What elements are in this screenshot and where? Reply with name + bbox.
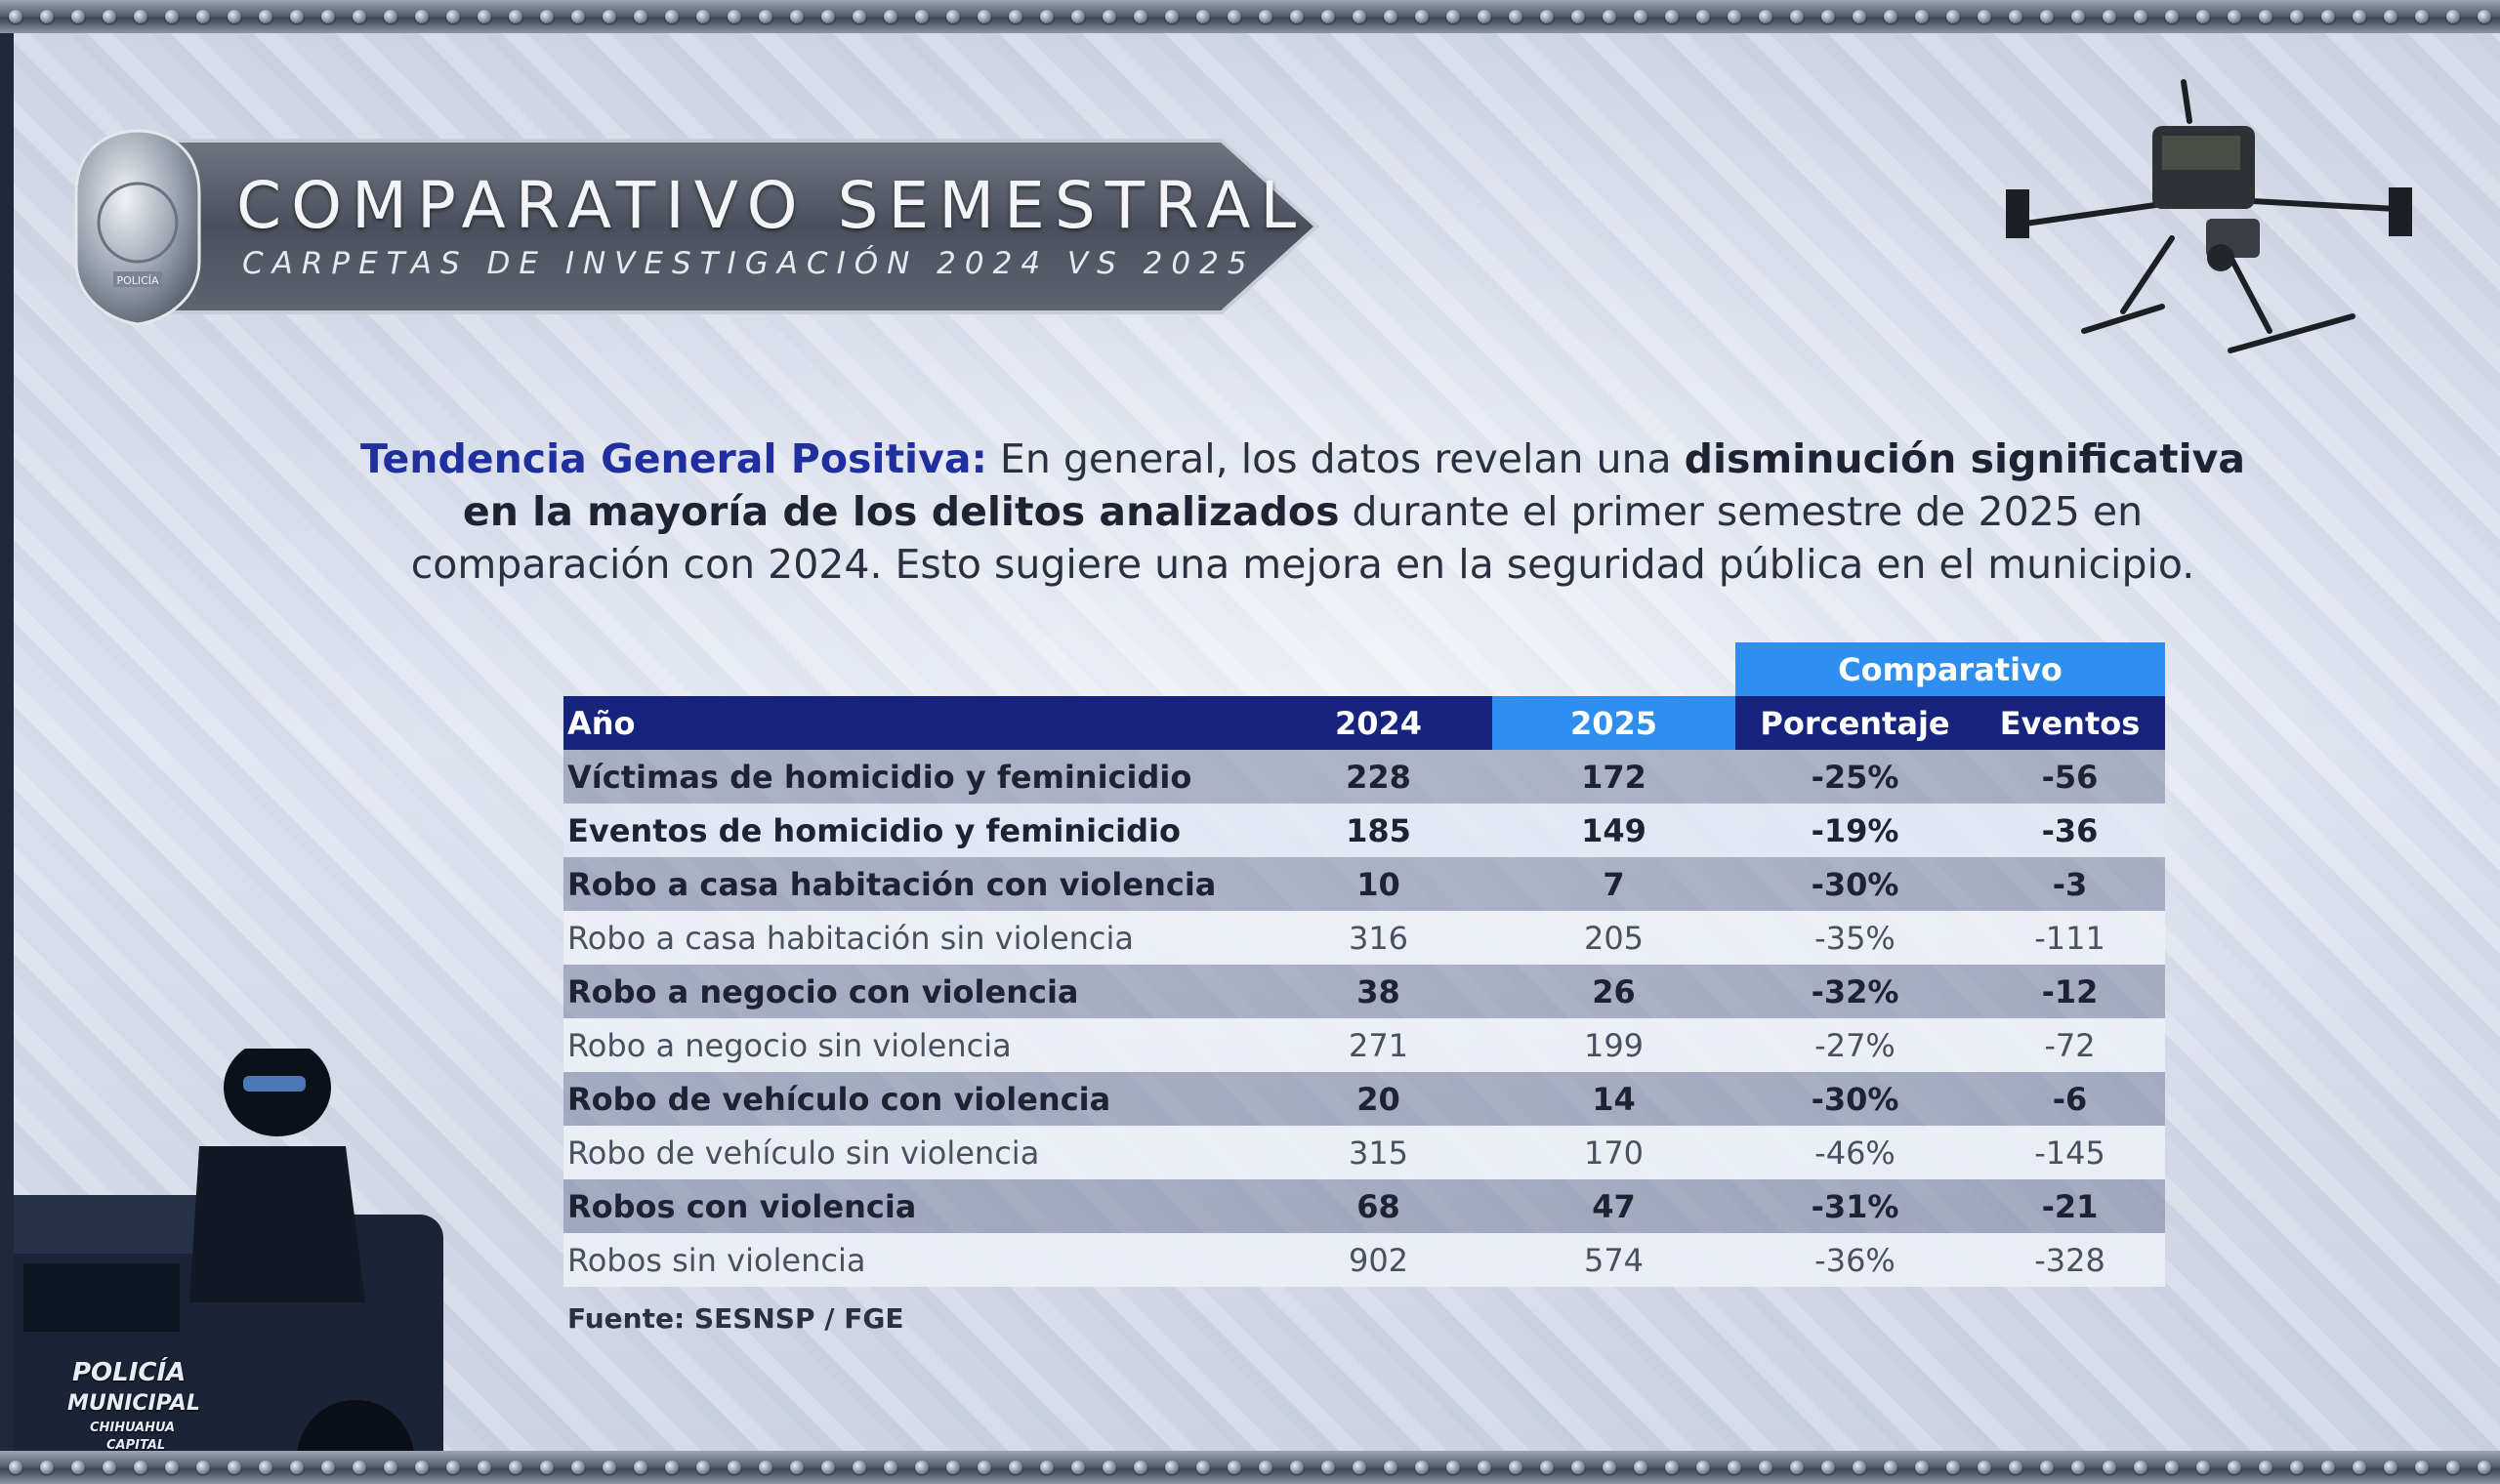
cell-events: -6 (1975, 1072, 2166, 1126)
row-label: Robo a negocio sin violencia (563, 1018, 1265, 1072)
source-note: Fuente: SESNSP / FGE (567, 1302, 904, 1335)
summary-lead: Tendencia General Positiva: (359, 435, 987, 482)
cell-2025: 199 (1492, 1018, 1735, 1072)
table-row: Eventos de homicidio y feminicidio 185 1… (563, 804, 2166, 857)
cell-percentage: -27% (1735, 1018, 1975, 1072)
cell-events: -36 (1975, 804, 2166, 857)
row-label: Robo a negocio con violencia (563, 965, 1265, 1018)
cell-events: -12 (1975, 965, 2166, 1018)
summary-paragraph: Tendencia General Positiva: En general, … (346, 433, 2260, 591)
cell-2024: 68 (1265, 1179, 1492, 1233)
row-label: Víctimas de homicidio y feminicidio (563, 750, 1265, 804)
summary-text-1: En general, los datos revelan una (986, 435, 1685, 482)
row-label: Robo a casa habitación con violencia (563, 857, 1265, 911)
column-header-year: Año (563, 696, 1265, 750)
column-header-2025: 2025 (1492, 696, 1735, 750)
cell-2024: 185 (1265, 804, 1492, 857)
cell-2025: 7 (1492, 857, 1735, 911)
drone-icon (1977, 53, 2436, 385)
table-row: Víctimas de homicidio y feminicidio 228 … (563, 750, 2166, 804)
cell-percentage: -31% (1735, 1179, 1975, 1233)
cell-events: -328 (1975, 1233, 2166, 1287)
cell-percentage: -36% (1735, 1233, 1975, 1287)
cell-2024: 228 (1265, 750, 1492, 804)
police-officer-vehicle-image: POLICÍA MUNICIPAL CHIHUAHUA CAPITAL (14, 1039, 521, 1451)
row-label: Robo a casa habitación sin violencia (563, 911, 1265, 965)
column-header-percentage: Porcentaje (1735, 696, 1975, 750)
table-row: Robo de vehículo sin violencia 315 170 -… (563, 1126, 2166, 1179)
cell-2025: 26 (1492, 965, 1735, 1018)
summary-bold: disminución significativa en la mayoría … (462, 435, 2246, 535)
column-header-row: Año 2024 2025 Porcentaje Eventos (563, 696, 2166, 750)
table-row: Robos sin violencia 902 574 -36% -328 (563, 1233, 2166, 1287)
comparison-table: Comparativo Año 2024 2025 Porcentaje Eve… (563, 642, 2166, 1287)
column-header-events: Eventos (1975, 696, 2166, 750)
table-row: Robo a casa habitación con violencia 10 … (563, 857, 2166, 911)
page-title: COMPARATIVO SEMESTRAL (236, 168, 1307, 243)
top-rivet-rail (0, 0, 2500, 33)
row-label: Robo de vehículo sin violencia (563, 1126, 1265, 1179)
cell-2024: 271 (1265, 1018, 1492, 1072)
cell-events: -72 (1975, 1018, 2166, 1072)
cell-events: -3 (1975, 857, 2166, 911)
row-label: Robos con violencia (563, 1179, 1265, 1233)
cell-events: -56 (1975, 750, 2166, 804)
cell-events: -145 (1975, 1126, 2166, 1179)
cell-events: -111 (1975, 911, 2166, 965)
cell-percentage: -35% (1735, 911, 1975, 965)
table-row: Robos con violencia 68 47 -31% -21 (563, 1179, 2166, 1233)
cell-percentage: -30% (1735, 1072, 1975, 1126)
cell-percentage: -30% (1735, 857, 1975, 911)
police-badge-icon: POLICÍA (64, 125, 211, 328)
cell-2024: 315 (1265, 1126, 1492, 1179)
bottom-rivet-rail (0, 1451, 2500, 1484)
cell-2025: 149 (1492, 804, 1735, 857)
cell-events: -21 (1975, 1179, 2166, 1233)
title-banner: POLICÍA COMPARATIVO SEMESTRAL CARPETAS D… (64, 129, 1324, 326)
row-label: Robos sin violencia (563, 1233, 1265, 1287)
row-label: Eventos de homicidio y feminicidio (563, 804, 1265, 857)
cell-2025: 47 (1492, 1179, 1735, 1233)
cell-percentage: -32% (1735, 965, 1975, 1018)
vehicle-text-line-4: CAPITAL (106, 1438, 165, 1451)
slide-panel: POLICÍA COMPARATIVO SEMESTRAL CARPETAS D… (14, 33, 2500, 1451)
table-row: Robo a negocio sin violencia 271 199 -27… (563, 1018, 2166, 1072)
cell-2024: 38 (1265, 965, 1492, 1018)
cell-2025: 574 (1492, 1233, 1735, 1287)
column-header-2024: 2024 (1265, 696, 1492, 750)
vehicle-text-line-2: MUNICIPAL (67, 1391, 200, 1416)
cell-percentage: -46% (1735, 1126, 1975, 1179)
header-spacer (563, 642, 1735, 696)
cell-2024: 20 (1265, 1072, 1492, 1126)
comparativo-header: Comparativo (1735, 642, 2166, 696)
svg-text:POLICÍA: POLICÍA (116, 274, 159, 287)
cell-2025: 170 (1492, 1126, 1735, 1179)
cell-2024: 316 (1265, 911, 1492, 965)
row-label: Robo de vehículo con violencia (563, 1072, 1265, 1126)
cell-2024: 902 (1265, 1233, 1492, 1287)
cell-2025: 14 (1492, 1072, 1735, 1126)
summary-text-2: durante el primer semestre de 2025 en co… (410, 488, 2195, 588)
table-row: Robo de vehículo con violencia 20 14 -30… (563, 1072, 2166, 1126)
table-row: Robo a casa habitación sin violencia 316… (563, 911, 2166, 965)
cell-percentage: -25% (1735, 750, 1975, 804)
cell-2025: 205 (1492, 911, 1735, 965)
page-subtitle: CARPETAS DE INVESTIGACIÓN 2024 VS 2025 (242, 246, 1256, 281)
cell-2024: 10 (1265, 857, 1492, 911)
cell-percentage: -19% (1735, 804, 1975, 857)
vehicle-text-line-1: POLICÍA (72, 1356, 186, 1387)
cell-2025: 172 (1492, 750, 1735, 804)
vehicle-text-line-3: CHIHUAHUA (90, 1421, 175, 1435)
table-row: Robo a negocio con violencia 38 26 -32% … (563, 965, 2166, 1018)
